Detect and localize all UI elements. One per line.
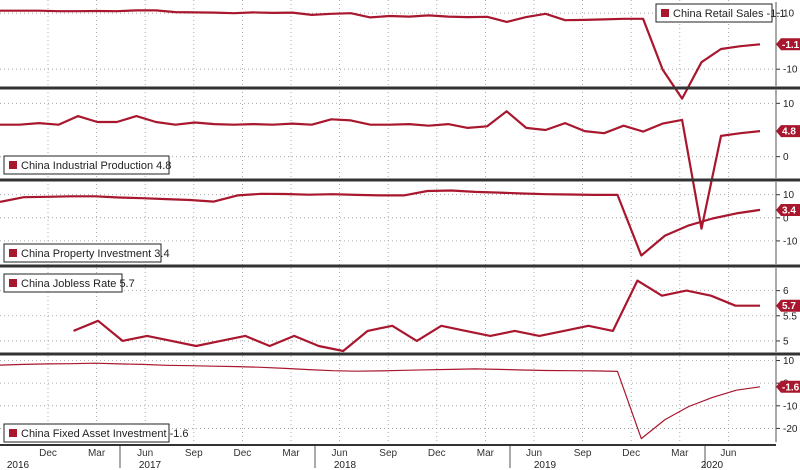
y-tick-label: 5 [783,336,789,347]
legend-label: China Retail Sales -1.1 [673,8,786,20]
y-tick-label: 10 [783,356,795,367]
month-label: Dec [622,448,640,459]
year-label: 2020 [701,460,724,470]
month-label: Sep [379,448,397,459]
legend-box [3,155,170,175]
last-value-label: 4.8 [782,127,796,138]
grid-layer [0,0,776,445]
month-label: Mar [88,448,106,459]
month-label: Sep [185,448,203,459]
month-label: Jun [332,448,348,459]
y-tick-label: 10 [783,99,795,110]
legend-label: China Industrial Production 4.8 [21,160,171,172]
legend-box [3,273,123,293]
y-tick-label: -20 [783,424,798,435]
month-label: Mar [477,448,495,459]
legend-label: China Jobless Rate 5.7 [21,278,135,290]
last-value-label: -1.6 [782,382,800,393]
month-label: Dec [428,448,446,459]
y-tick-label: 10 [783,190,795,201]
last-value-badge [776,38,800,51]
legend-swatch [9,161,17,169]
series-line [0,362,761,440]
year-label: 2019 [534,460,557,470]
month-label: Mar [671,448,689,459]
legend-box [3,243,162,263]
y-tick-label: -10 [783,236,798,247]
last-value-label: -1.1 [782,40,800,51]
legend-label: China Property Investment 3.4 [21,248,170,260]
axes-layer: 10-10-1.10104.8100-103.465.555.7100-10-2… [0,2,800,442]
legend-box [655,3,773,23]
series-line [0,189,761,257]
legend-swatch [661,9,669,17]
month-label: Jun [720,448,736,459]
y-tick-label: -10 [783,65,798,76]
x-axis: Dec Mar Jun Sep Dec Mar Jun Sep Dec Mar Jun Sep Dec M… [0,444,776,470]
series-line [0,110,761,230]
y-tick-label: 6 [783,286,789,297]
series-line [73,279,760,353]
last-value-badge [776,203,800,216]
last-value-badge [776,299,800,312]
y-tick-label: 0 [783,152,789,163]
year-label: 2016 [7,460,30,470]
year-label: 2018 [334,460,357,470]
y-tick-label: -10 [783,401,798,412]
month-label: Jun [526,448,542,459]
legend-layer: China Retail Sales -1.1 China Industrial … [3,3,786,443]
month-label: Mar [282,448,300,459]
year-label: 2017 [139,460,162,470]
legend-swatch [9,429,17,437]
legend-box [3,423,170,443]
series-layer [0,9,761,440]
legend-swatch [9,249,17,257]
legend-swatch [9,279,17,287]
month-label: Dec [39,448,57,459]
last-value-label: 3.4 [782,205,796,216]
legend-label: China Fixed Asset Investment -1.6 [21,428,189,440]
month-label: Dec [234,448,252,459]
month-label: Sep [574,448,592,459]
y-tick-label: 10 [783,9,795,20]
last-value-badge [776,125,800,138]
month-label: Jun [137,448,153,459]
last-value-badge [776,380,800,393]
last-value-label: 5.7 [782,301,796,312]
series-line [0,9,761,100]
y-tick-label: 5.5 [783,311,797,322]
y-tick-label: 0 [783,213,789,224]
